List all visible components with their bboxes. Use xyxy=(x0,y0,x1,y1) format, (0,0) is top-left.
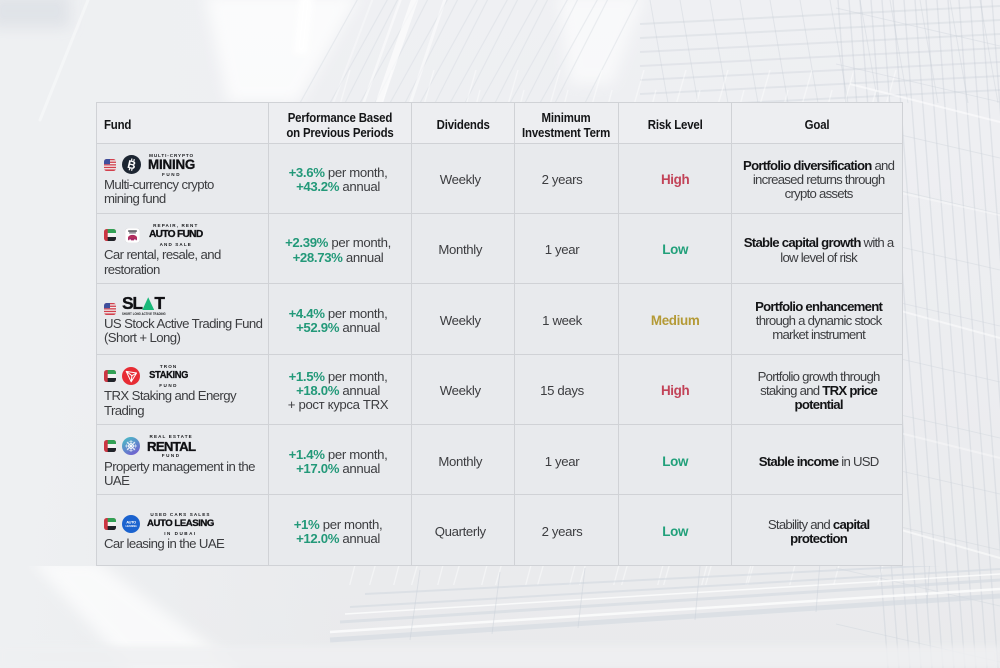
svg-text:AUTO: AUTO xyxy=(126,519,136,524)
svg-text:LEASING: LEASING xyxy=(126,524,138,528)
svg-text:B: B xyxy=(126,159,136,172)
